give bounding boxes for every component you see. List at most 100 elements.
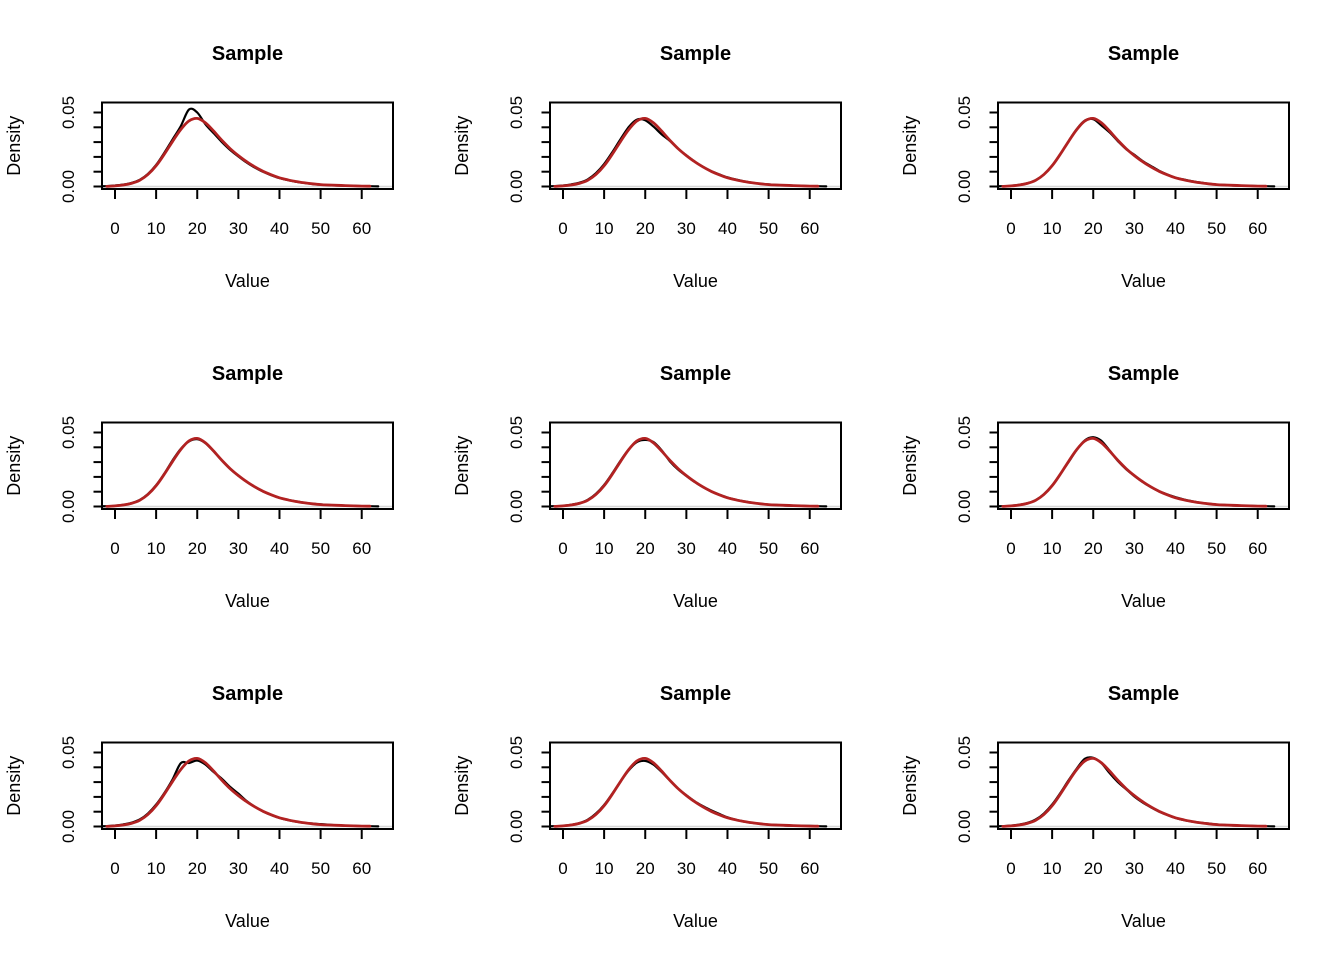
x-tick-label: 50 <box>1207 219 1226 238</box>
sample-density-curve <box>103 438 380 508</box>
panel-title: Sample <box>212 43 283 65</box>
x-tick-label: 0 <box>558 859 567 878</box>
fitted-density-curve <box>553 756 820 828</box>
x-tick-label: 20 <box>636 539 655 558</box>
x-tick-label: 10 <box>147 859 166 878</box>
y-tick-label: 0.00 <box>955 490 974 523</box>
x-axis-label: Value <box>225 271 270 291</box>
x-tick-label: 10 <box>147 539 166 558</box>
fitted-density-curve <box>1001 436 1268 508</box>
x-axis-label: Value <box>673 591 718 611</box>
x-tick-label: 50 <box>759 539 778 558</box>
sample-density-curve <box>551 759 828 828</box>
sample-density-curve <box>999 756 1276 828</box>
y-axis-label: Density <box>4 436 24 496</box>
sample-density-curve <box>999 117 1276 188</box>
y-axis-label: Density <box>4 756 24 816</box>
density-plot-svg: 0.00 0.05 0 10 20 30 40 50 60 Sample Value Density <box>452 43 842 291</box>
x-tick-label: 40 <box>270 859 289 878</box>
x-tick-label: 10 <box>1043 859 1062 878</box>
x-tick-label: 0 <box>558 539 567 558</box>
x-tick-label: 0 <box>1006 219 1015 238</box>
x-tick-label: 40 <box>270 539 289 558</box>
x-tick-label: 10 <box>147 219 166 238</box>
x-tick-label: 60 <box>1248 219 1267 238</box>
plot-box <box>549 741 842 830</box>
density-plot-svg: 0.00 0.05 0 10 20 30 40 50 60 Sample Value Density <box>452 683 842 931</box>
density-panel-3: 0.00 0.05 0 10 20 30 40 50 60 Sample Value Density <box>896 0 1344 320</box>
plot-box <box>101 101 394 190</box>
density-plot-svg: 0.00 0.05 0 10 20 30 40 50 60 Sample Value Density <box>4 683 394 931</box>
x-tick-label: 30 <box>229 219 248 238</box>
density-plot-svg: 0.00 0.05 0 10 20 30 40 50 60 Sample Value Density <box>900 363 1290 611</box>
x-tick-label: 50 <box>311 539 330 558</box>
fitted-density-curve <box>105 116 372 188</box>
panel-title: Sample <box>1108 683 1179 705</box>
density-plot-svg: 0.00 0.05 0 10 20 30 40 50 60 Sample Value Density <box>900 683 1290 931</box>
panel-title: Sample <box>212 363 283 385</box>
x-axis-label: Value <box>225 591 270 611</box>
y-axis-label: Density <box>900 756 920 816</box>
x-tick-label: 10 <box>1043 219 1062 238</box>
x-tick-label: 20 <box>1084 219 1103 238</box>
plot-box <box>101 421 394 510</box>
x-tick-label: 30 <box>677 219 696 238</box>
y-tick-label: 0.00 <box>507 490 526 523</box>
x-tick-label: 10 <box>595 219 614 238</box>
sample-density-curve <box>103 107 380 188</box>
plot-box <box>549 101 842 190</box>
panel-title: Sample <box>660 683 731 705</box>
x-tick-label: 50 <box>311 859 330 878</box>
y-axis-label: Density <box>4 116 24 176</box>
density-panel-9: 0.00 0.05 0 10 20 30 40 50 60 Sample Value Density <box>896 640 1344 960</box>
x-tick-label: 60 <box>1248 859 1267 878</box>
x-tick-label: 30 <box>1125 859 1144 878</box>
x-tick-label: 30 <box>229 539 248 558</box>
density-plot-svg: 0.00 0.05 0 10 20 30 40 50 60 Sample Value Density <box>4 43 394 291</box>
x-tick-label: 40 <box>718 219 737 238</box>
x-tick-label: 40 <box>270 219 289 238</box>
y-tick-label: 0.00 <box>59 810 78 843</box>
x-tick-label: 20 <box>1084 859 1103 878</box>
panel-title: Sample <box>212 683 283 705</box>
plot-box <box>549 421 842 510</box>
y-tick-label: 0.05 <box>507 96 526 129</box>
fitted-density-curve <box>553 116 820 188</box>
x-axis-label: Value <box>1121 911 1166 931</box>
fitted-density-curve <box>105 756 372 828</box>
x-tick-label: 60 <box>352 539 371 558</box>
plot-box <box>997 741 1290 830</box>
x-tick-label: 40 <box>1166 219 1185 238</box>
density-panel-1: 0.00 0.05 0 10 20 30 40 50 60 Sample Value Density <box>0 0 448 320</box>
x-axis-label: Value <box>673 271 718 291</box>
y-tick-label: 0.05 <box>955 416 974 449</box>
x-tick-label: 10 <box>595 539 614 558</box>
x-tick-label: 30 <box>1125 539 1144 558</box>
y-tick-label: 0.00 <box>59 170 78 203</box>
y-axis-label: Density <box>900 436 920 496</box>
x-tick-label: 40 <box>1166 859 1185 878</box>
density-plot-svg: 0.00 0.05 0 10 20 30 40 50 60 Sample Value Density <box>452 363 842 611</box>
x-tick-label: 30 <box>677 859 696 878</box>
x-tick-label: 10 <box>595 859 614 878</box>
y-tick-label: 0.00 <box>507 170 526 203</box>
fitted-density-curve <box>105 436 372 508</box>
density-panel-5: 0.00 0.05 0 10 20 30 40 50 60 Sample Value Density <box>448 320 896 640</box>
y-tick-label: 0.00 <box>955 170 974 203</box>
sample-density-curve <box>999 436 1276 508</box>
density-panel-8: 0.00 0.05 0 10 20 30 40 50 60 Sample Value Density <box>448 640 896 960</box>
density-plot-svg: 0.00 0.05 0 10 20 30 40 50 60 Sample Value Density <box>900 43 1290 291</box>
panel-title: Sample <box>1108 43 1179 65</box>
x-tick-label: 50 <box>311 219 330 238</box>
y-tick-label: 0.05 <box>59 96 78 129</box>
x-tick-label: 50 <box>1207 859 1226 878</box>
plot-box <box>101 741 394 830</box>
x-tick-label: 0 <box>1006 539 1015 558</box>
x-tick-label: 50 <box>759 219 778 238</box>
y-axis-label: Density <box>452 756 472 816</box>
fitted-density-curve <box>1001 756 1268 828</box>
density-panel-7: 0.00 0.05 0 10 20 30 40 50 60 Sample Value Density <box>0 640 448 960</box>
y-tick-label: 0.05 <box>955 96 974 129</box>
x-tick-label: 20 <box>1084 539 1103 558</box>
